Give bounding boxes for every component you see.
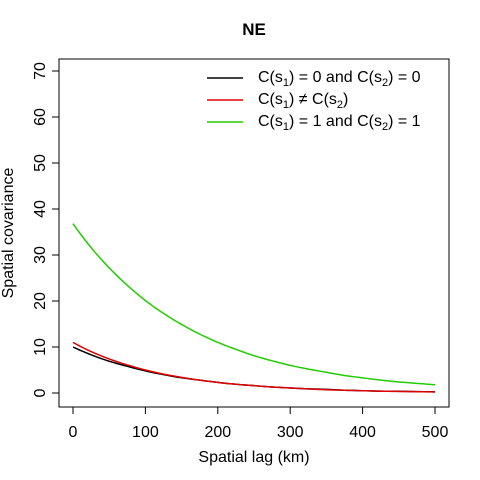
legend-text-part: ) = 1 and C(s bbox=[289, 113, 382, 130]
x-tick-label: 400 bbox=[349, 424, 376, 441]
series-layer bbox=[72, 223, 436, 393]
x-tick-label: 300 bbox=[277, 424, 304, 441]
legend-text-part: ) ≠ C(s bbox=[289, 91, 337, 108]
legend-text-part: ) = 0 bbox=[388, 69, 421, 86]
legend-text-part: C(s bbox=[258, 69, 283, 86]
legend: C(s1) = 0 and C(s2) = 0C(s1) ≠ C(s2)C(s1… bbox=[207, 69, 421, 133]
y-tick-label: 30 bbox=[32, 246, 49, 264]
legend-text-part: C(s bbox=[258, 91, 283, 108]
series-line-2 bbox=[72, 341, 436, 393]
y-tick-label: 10 bbox=[32, 338, 49, 356]
legend-text-part: ) = 0 and C(s bbox=[289, 69, 382, 86]
x-tick-label: 100 bbox=[132, 424, 159, 441]
x-tick-label: 500 bbox=[422, 424, 449, 441]
y-axis: 0 10 20 30 40 50 60 70 bbox=[32, 62, 60, 397]
legend-label-3: C(s1) = 1 and C(s2) = 1 bbox=[258, 113, 421, 133]
x-axis-label: Spatial lag (km) bbox=[198, 449, 309, 466]
legend-subscript: 1 bbox=[283, 121, 289, 133]
plot-frame bbox=[58, 58, 450, 408]
x-tick-label: 200 bbox=[204, 424, 231, 441]
y-tick-label: 70 bbox=[32, 62, 49, 80]
x-tick-label: 0 bbox=[69, 424, 78, 441]
series-line-3 bbox=[72, 223, 436, 386]
legend-subscript: 2 bbox=[337, 99, 343, 111]
chart-title: NE bbox=[242, 20, 266, 39]
legend-subscript: 2 bbox=[382, 121, 388, 133]
legend-subscript: 2 bbox=[382, 77, 388, 89]
legend-label-2: C(s1) ≠ C(s2) bbox=[258, 91, 348, 111]
legend-text-part: C(s bbox=[258, 113, 283, 130]
legend-subscript: 1 bbox=[283, 77, 289, 89]
y-axis-label: Spatial covariance bbox=[0, 168, 17, 299]
legend-text-part: ) = 1 bbox=[388, 113, 421, 130]
legend-subscript: 1 bbox=[283, 99, 289, 111]
legend-text-part: ) bbox=[343, 91, 348, 108]
y-tick-label: 50 bbox=[32, 154, 49, 172]
y-tick-label: 40 bbox=[32, 200, 49, 218]
legend-label-1: C(s1) = 0 and C(s2) = 0 bbox=[258, 69, 421, 89]
y-tick-label: 60 bbox=[32, 108, 49, 126]
x-axis: 0 100 200 300 400 500 bbox=[69, 406, 449, 441]
y-tick-label: 0 bbox=[32, 388, 49, 397]
y-tick-label: 20 bbox=[32, 292, 49, 310]
